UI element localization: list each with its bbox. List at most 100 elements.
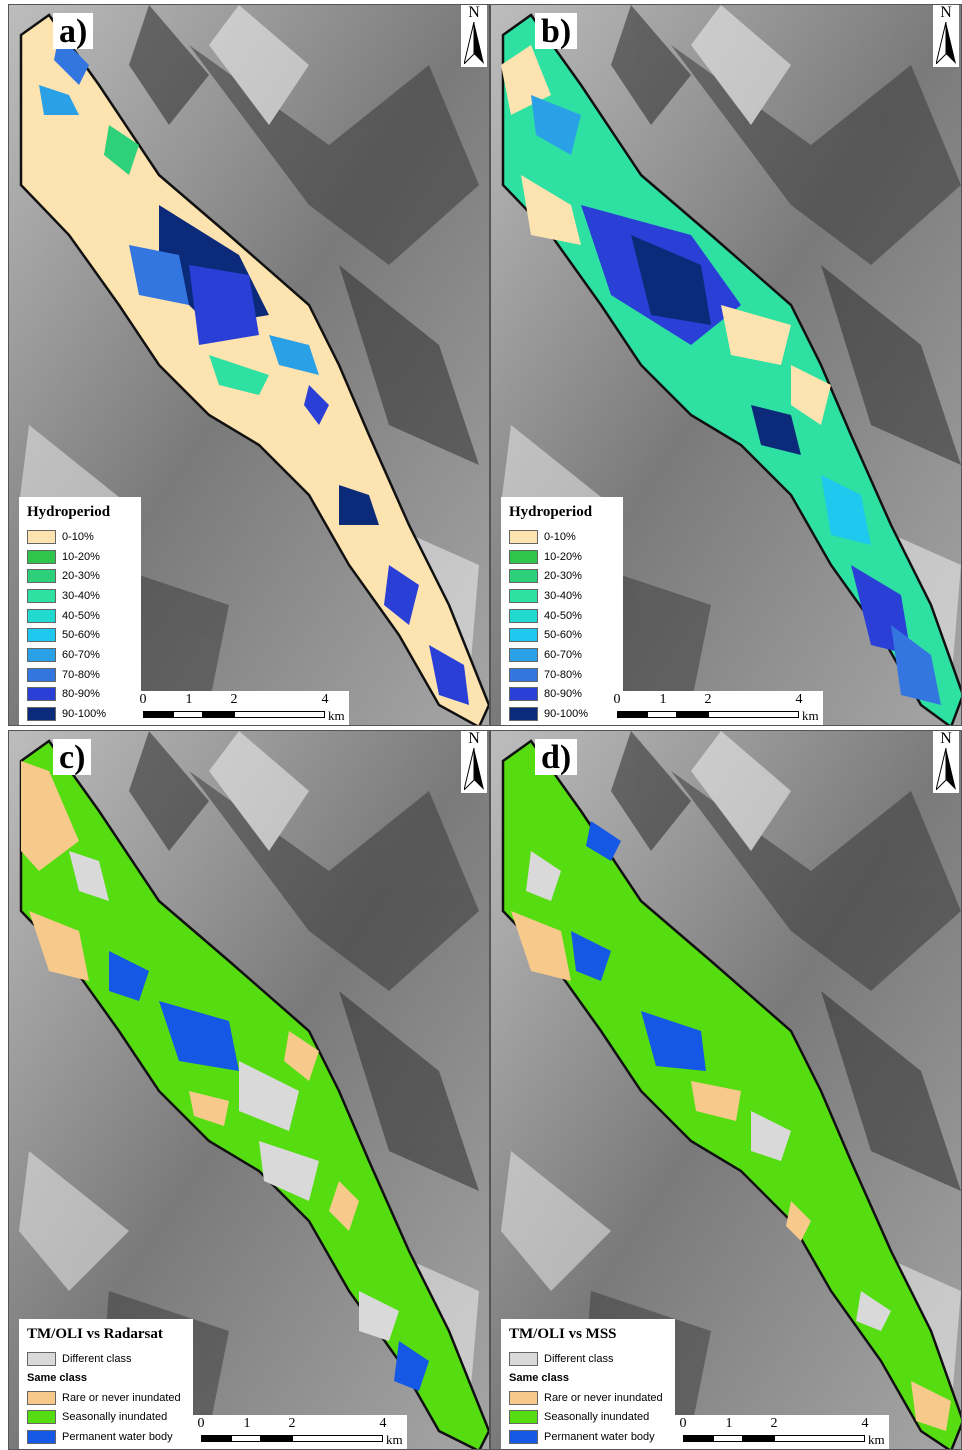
legend-item: 20-30% xyxy=(509,566,615,586)
legend-item: 60-70% xyxy=(509,645,615,665)
legend-item: Rare or never inundated xyxy=(509,1388,667,1408)
legend-item: 0-10% xyxy=(509,527,615,547)
map-panel-c: c) N TM/OLI vs Radarsat Different class … xyxy=(8,730,490,1450)
legend-label: 0-10% xyxy=(544,530,576,543)
panel-label: b) xyxy=(535,13,578,49)
scale-bar-segment xyxy=(143,711,173,718)
scale-tick-label: 4 xyxy=(795,692,803,707)
legend-label: 70-80% xyxy=(544,668,582,681)
legend-swatch xyxy=(509,549,538,564)
legend-label: 10-20% xyxy=(62,550,100,563)
legend-label: Rare or never inundated xyxy=(62,1391,181,1404)
legend-swatch xyxy=(27,529,56,544)
legend-label: 50-60% xyxy=(62,629,100,642)
scale-tick-label: 1 xyxy=(185,692,193,707)
legend-swatch xyxy=(27,707,56,722)
legend-title: Hydroperiod xyxy=(27,504,111,520)
legend-item: 50-60% xyxy=(509,625,615,645)
legend-swatch xyxy=(27,1351,56,1366)
legend-item: 0-10% xyxy=(27,527,133,547)
map-panel-d: d) N TM/OLI vs MSS Different class Same … xyxy=(490,730,962,1450)
legend-swatch xyxy=(27,647,56,662)
north-letter: N xyxy=(468,730,480,747)
legend-item: 40-50% xyxy=(27,606,133,626)
legend-label: 20-30% xyxy=(544,570,582,583)
legend-label: 90-100% xyxy=(62,708,107,721)
legend-swatch xyxy=(509,569,538,584)
legend-items: Rare or never inundated Seasonally inunda… xyxy=(27,1388,185,1447)
scale-tick-label: 1 xyxy=(243,1416,251,1431)
north-arrow: N xyxy=(461,5,487,67)
legend-item: 20-30% xyxy=(27,566,133,586)
scale-bar-segment xyxy=(677,711,708,718)
scale-bar-segment xyxy=(173,711,203,718)
scale-unit-label: km xyxy=(386,1432,403,1447)
legend-label: 50-60% xyxy=(544,629,582,642)
river-floodplain-a xyxy=(19,13,489,725)
panel-label: c) xyxy=(53,739,92,775)
legend-item: 70-80% xyxy=(509,665,615,685)
legend-swatch xyxy=(509,1429,538,1444)
scale-bar: 0 1 2 4 km xyxy=(607,691,823,725)
scale-bar-segment xyxy=(647,711,677,718)
scale-tick-label: 0 xyxy=(139,692,147,707)
scale-tick-label: 4 xyxy=(379,1416,387,1431)
scale-bar-segment xyxy=(774,1435,865,1442)
hydroperiod-patches-a xyxy=(39,35,469,705)
legend-title: Hydroperiod xyxy=(509,504,593,520)
legend-label: 40-50% xyxy=(62,609,100,622)
north-arrow-icon xyxy=(464,748,484,790)
hydroperiod-legend: Hydroperiod 0-10% 10-20% 20-30% 30-40% 40-50… xyxy=(501,497,623,725)
legend-label: Seasonally inundated xyxy=(544,1411,650,1424)
terrain-hillshade xyxy=(9,5,489,725)
legend-label: 30-40% xyxy=(62,589,100,602)
legend-swatch xyxy=(27,1429,56,1444)
legend-label: 80-90% xyxy=(62,688,100,701)
legend-item: 80-90% xyxy=(509,685,615,705)
legend-swatch xyxy=(509,628,538,643)
legend-label: 20-30% xyxy=(62,570,100,583)
north-arrow-icon xyxy=(936,22,956,64)
legend-swatch xyxy=(509,588,538,603)
legend-swatch xyxy=(509,647,538,662)
legend-swatch xyxy=(27,687,56,702)
scale-tick-label: 0 xyxy=(679,1416,687,1431)
legend-label: Different class xyxy=(544,1352,614,1365)
terrain-hillshade xyxy=(491,731,961,1449)
legend-item: Seasonally inundated xyxy=(27,1407,185,1427)
legend-swatch xyxy=(509,1410,538,1425)
scale-tick-label: 2 xyxy=(230,692,238,707)
scale-tick-label: 1 xyxy=(725,1416,733,1431)
scale-tick-label: 4 xyxy=(321,692,329,707)
legend-label: Seasonally inundated xyxy=(62,1411,168,1424)
legend-swatch xyxy=(509,1351,538,1366)
legend-item: 30-40% xyxy=(27,586,133,606)
legend-item: 10-20% xyxy=(27,547,133,567)
legend-items: 0-10% 10-20% 20-30% 30-40% 40-50% 50-60% 60-70… xyxy=(27,527,133,724)
legend-item: Seasonally inundated xyxy=(509,1407,667,1427)
legend-title: TM/OLI vs MSS xyxy=(509,1326,617,1342)
scale-bar-segment xyxy=(713,1435,743,1442)
legend-label: 60-70% xyxy=(62,648,100,661)
scale-bar-segment xyxy=(292,1435,383,1442)
north-arrow: N xyxy=(933,731,959,793)
scale-bar-segment xyxy=(231,1435,261,1442)
agreement-patches-c xyxy=(21,761,429,1391)
scale-unit-label: km xyxy=(868,1432,885,1447)
legend-swatch xyxy=(509,707,538,722)
scale-bar: 0 1 2 4 km xyxy=(133,691,349,725)
scale-tick-label: 0 xyxy=(613,692,621,707)
legend-swatch xyxy=(27,1390,56,1405)
scale-tick-label: 4 xyxy=(861,1416,869,1431)
scale-bar-segment xyxy=(203,711,234,718)
legend-item: 50-60% xyxy=(27,625,133,645)
map-panel-b: b) N Hydroperiod 0-10% 10-20% 20-30% 30-40%… xyxy=(490,4,962,726)
legend-swatch xyxy=(509,608,538,623)
legend-item: 40-50% xyxy=(509,606,615,626)
legend-swatch xyxy=(509,687,538,702)
scale-bar-segment xyxy=(743,1435,774,1442)
legend-swatch xyxy=(27,608,56,623)
scale-tick-label: 2 xyxy=(288,1416,296,1431)
legend-swatch xyxy=(27,628,56,643)
legend-item: 60-70% xyxy=(27,645,133,665)
